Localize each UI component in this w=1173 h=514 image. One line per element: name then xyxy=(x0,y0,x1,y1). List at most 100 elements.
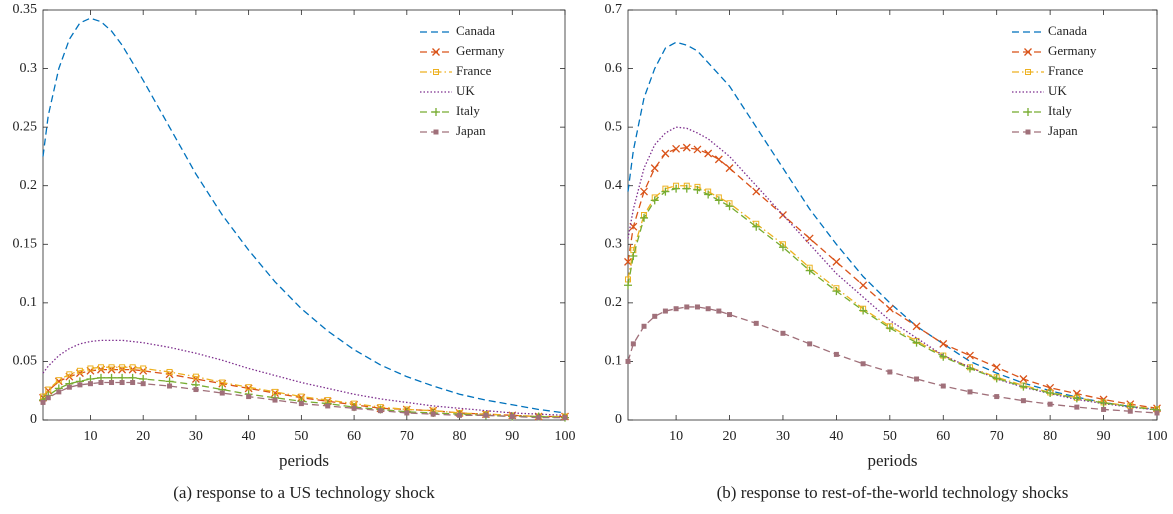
series-line xyxy=(627,306,1158,414)
marker xyxy=(87,381,93,387)
marker xyxy=(860,361,866,367)
x-tick-label: 50 xyxy=(883,429,897,444)
marker xyxy=(672,144,681,153)
marker xyxy=(624,281,632,290)
marker xyxy=(325,403,331,409)
y-tick-label: 0.05 xyxy=(13,354,38,369)
y-tick-label: 0.3 xyxy=(20,61,38,76)
legend-label: Canada xyxy=(456,23,495,38)
marker xyxy=(705,306,711,312)
marker xyxy=(650,164,659,173)
marker xyxy=(912,322,921,331)
legend-label: UK xyxy=(1048,83,1067,98)
marker xyxy=(1019,382,1028,391)
chart: 0 0.05 0.1 0.15 0.2 0.25 0.3 0.35 10 20 30 40 50 60 70… xyxy=(13,2,576,502)
marker xyxy=(536,415,542,421)
marker xyxy=(98,380,104,386)
caption: (a) response to a US technology shock xyxy=(173,483,435,502)
marker xyxy=(885,324,894,333)
marker xyxy=(246,394,252,400)
marker xyxy=(885,304,894,313)
legend-label: UK xyxy=(456,83,475,98)
marker xyxy=(992,374,1001,383)
x-tick-label: 30 xyxy=(189,429,203,444)
marker xyxy=(1099,399,1108,408)
legend-label: France xyxy=(456,63,492,78)
series-line xyxy=(42,17,566,414)
caption: (b) response to rest-of-the-world techno… xyxy=(717,483,1069,502)
marker xyxy=(130,380,136,386)
plot-area xyxy=(42,9,566,421)
marker xyxy=(56,389,62,395)
marker xyxy=(1024,108,1032,116)
y-tick-label: 0.2 xyxy=(20,178,38,193)
x-tick-label: 60 xyxy=(347,429,361,444)
y-tick-label: 0.1 xyxy=(20,295,38,310)
marker xyxy=(807,341,813,347)
marker xyxy=(140,365,147,372)
series-line xyxy=(42,339,566,416)
marker xyxy=(912,338,921,347)
marker xyxy=(673,306,679,312)
marker xyxy=(992,363,1001,372)
y-tick-label: 0 xyxy=(30,412,37,427)
marker xyxy=(45,395,51,401)
marker xyxy=(245,384,252,391)
x-tick-label: 20 xyxy=(723,429,737,444)
marker xyxy=(753,320,759,326)
legend-label: Italy xyxy=(456,103,480,118)
marker xyxy=(1020,398,1026,404)
legend-label: Japan xyxy=(456,123,486,138)
marker xyxy=(672,184,681,193)
x-tick-label: 80 xyxy=(1043,429,1057,444)
marker xyxy=(432,48,440,56)
series-line xyxy=(42,377,566,419)
x-tick-label: 40 xyxy=(242,429,256,444)
legend-label: France xyxy=(1048,63,1084,78)
marker xyxy=(1154,410,1160,416)
marker xyxy=(967,389,973,395)
marker xyxy=(433,69,439,75)
marker xyxy=(966,351,974,360)
x-tick-label: 50 xyxy=(294,429,308,444)
marker xyxy=(914,376,920,382)
marker xyxy=(1025,129,1031,135)
marker xyxy=(109,380,115,386)
marker xyxy=(725,164,734,173)
marker xyxy=(704,190,713,199)
y-tick-label: 0 xyxy=(615,412,622,427)
marker xyxy=(752,187,761,196)
marker xyxy=(351,405,357,411)
marker xyxy=(714,196,723,205)
marker xyxy=(1127,408,1133,414)
x-tick-label: 40 xyxy=(829,429,843,444)
marker xyxy=(629,252,638,260)
y-tick-label: 0.4 xyxy=(605,178,623,193)
series-line xyxy=(42,381,565,419)
marker xyxy=(433,129,439,135)
marker xyxy=(40,399,46,405)
marker xyxy=(562,415,568,421)
legend-label: Canada xyxy=(1048,23,1087,38)
marker xyxy=(66,371,73,378)
y-tick-label: 0.7 xyxy=(605,2,623,17)
x-axis-label: periods xyxy=(279,451,329,470)
x-tick-label: 70 xyxy=(990,429,1004,444)
marker xyxy=(219,390,225,396)
marker xyxy=(714,155,723,164)
series-line xyxy=(627,41,1158,411)
x-axis-label: periods xyxy=(867,451,917,470)
legend-label: Germany xyxy=(1048,43,1097,58)
marker xyxy=(694,304,700,310)
marker xyxy=(693,185,702,194)
marker xyxy=(716,308,722,314)
marker xyxy=(457,412,463,418)
x-tick-label: 80 xyxy=(453,429,467,444)
marker xyxy=(129,364,136,371)
x-tick-label: 10 xyxy=(83,429,97,444)
marker xyxy=(119,380,125,386)
y-tick-label: 0.15 xyxy=(13,237,38,252)
marker xyxy=(780,330,786,336)
marker xyxy=(166,368,173,375)
marker xyxy=(483,412,489,418)
